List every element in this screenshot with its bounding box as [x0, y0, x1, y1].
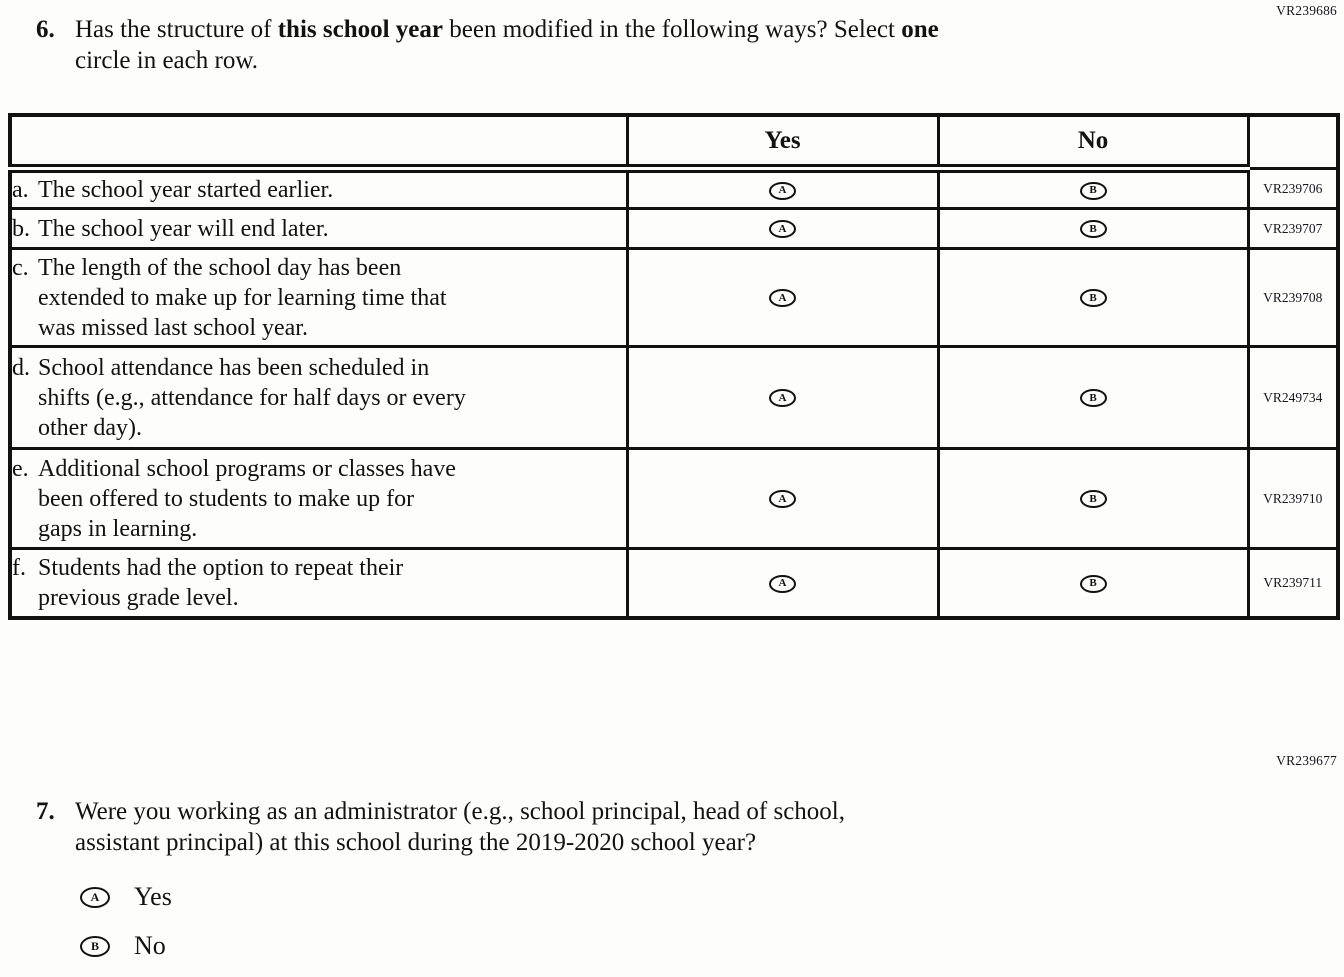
- yes-cell: A: [625, 247, 940, 348]
- q7-no-bubble[interactable]: B: [80, 935, 110, 957]
- q6-response-table: Yes No a. The school year started earlier…: [8, 113, 1340, 620]
- question-6-text: Has the structure of this school year be…: [75, 15, 939, 76]
- header-code-cell: [1246, 113, 1340, 170]
- statement-text: Students had the option to repeat their p…: [38, 554, 404, 611]
- response-bubble-no[interactable]: B: [1079, 574, 1107, 593]
- question-7-text: Were you working as an administrator (e.…: [75, 797, 845, 858]
- q6-text-seg: been modified in the following ways? Sel…: [443, 16, 902, 43]
- question-6: 6. Has the structure of this school year…: [36, 15, 1206, 76]
- row-letter: f.: [12, 554, 26, 581]
- row-letter: a.: [12, 177, 29, 203]
- row-letter: e.: [12, 455, 29, 482]
- variable-code-q7: VR239677: [1276, 753, 1337, 768]
- variable-code: VR239706: [1246, 167, 1340, 210]
- yes-cell: A: [625, 207, 940, 250]
- statement-cell: f. Students had the option to repeat thei…: [8, 547, 629, 619]
- q7-yes-label: Yes: [134, 882, 172, 911]
- question-7: 7. Were you working as an administrator …: [36, 797, 1166, 858]
- no-cell: B: [936, 207, 1250, 250]
- header-no: No: [936, 113, 1250, 173]
- statement-cell: a. The school year started earlier.: [8, 167, 629, 210]
- response-bubble-yes[interactable]: A: [769, 289, 796, 308]
- header-statement-cell: [8, 113, 629, 173]
- no-cell: B: [936, 167, 1250, 210]
- no-cell: B: [936, 345, 1250, 450]
- header-yes: Yes: [625, 113, 940, 173]
- no-cell: B: [936, 547, 1250, 619]
- q7-option-no: B No: [80, 933, 166, 959]
- q6-text-seg-bold: this school year: [277, 16, 443, 43]
- row-letter: b.: [12, 215, 30, 242]
- response-bubble-no[interactable]: B: [1079, 220, 1107, 239]
- q7-no-label: No: [134, 931, 166, 960]
- yes-cell: A: [625, 345, 940, 450]
- q7-text-line2: assistant principal) at this school duri…: [75, 828, 757, 856]
- table-row-e: e. Additional school programs or classes …: [8, 447, 1340, 550]
- statement-cell: e. Additional school programs or classes …: [8, 447, 629, 550]
- table-row-f: f. Students had the option to repeat thei…: [8, 547, 1340, 619]
- table-row-d: d. School attendance has been scheduled i…: [8, 345, 1340, 450]
- response-bubble-no[interactable]: B: [1079, 490, 1107, 509]
- table-row-c: c. The length of the school day has been e…: [8, 247, 1340, 348]
- variable-code-q6: VR239686: [1276, 3, 1337, 18]
- no-cell: B: [936, 247, 1250, 348]
- statement-cell: c. The length of the school day has been e…: [8, 247, 629, 348]
- question-7-number: 7.: [36, 798, 55, 825]
- statement-text: School attendance has been scheduled in s…: [38, 354, 466, 441]
- response-bubble-yes[interactable]: A: [769, 490, 796, 509]
- variable-code: VR239707: [1246, 207, 1340, 250]
- q7-option-yes: A Yes: [80, 884, 172, 910]
- statement-cell: d. School attendance has been scheduled i…: [8, 345, 629, 450]
- response-bubble-yes[interactable]: A: [769, 389, 796, 408]
- table-row-a: a. The school year started earlier. A B V…: [8, 167, 1340, 210]
- q7-text-line1: Were you working as an administrator (e.…: [75, 798, 845, 825]
- q6-text-seg: Has the structure of: [75, 16, 278, 43]
- response-bubble-yes[interactable]: A: [769, 220, 796, 239]
- yes-cell: A: [625, 547, 940, 619]
- response-bubble-no[interactable]: B: [1079, 389, 1107, 408]
- statement-cell: b. The school year will end later.: [8, 207, 629, 250]
- q7-yes-bubble[interactable]: A: [80, 886, 110, 908]
- yes-cell: A: [625, 167, 940, 210]
- variable-code: VR239711: [1246, 547, 1340, 619]
- q6-text-seg-bold: one: [901, 16, 939, 43]
- response-bubble-no[interactable]: B: [1079, 181, 1107, 200]
- statement-text: Additional school programs or classes ha…: [38, 455, 456, 542]
- response-bubble-no[interactable]: B: [1079, 289, 1107, 308]
- question-6-number: 6.: [36, 16, 55, 43]
- statement-text: The length of the school day has been ext…: [38, 254, 447, 341]
- response-bubble-yes[interactable]: A: [769, 574, 796, 593]
- no-cell: B: [936, 447, 1250, 550]
- statement-text: The school year started earlier.: [38, 177, 334, 203]
- table-row-b: b. The school year will end later. A B VR…: [8, 207, 1340, 250]
- yes-cell: A: [625, 447, 940, 550]
- q6-text-seg: circle in each row.: [75, 46, 258, 74]
- variable-code: VR239710: [1246, 447, 1340, 550]
- table-header-row: Yes No: [8, 113, 1340, 173]
- row-letter: d.: [12, 354, 30, 381]
- statement-text: The school year will end later.: [38, 215, 329, 242]
- variable-code: VR249734: [1246, 345, 1340, 450]
- response-bubble-yes[interactable]: A: [769, 181, 796, 200]
- row-letter: c.: [12, 254, 29, 281]
- variable-code: VR239708: [1246, 247, 1340, 348]
